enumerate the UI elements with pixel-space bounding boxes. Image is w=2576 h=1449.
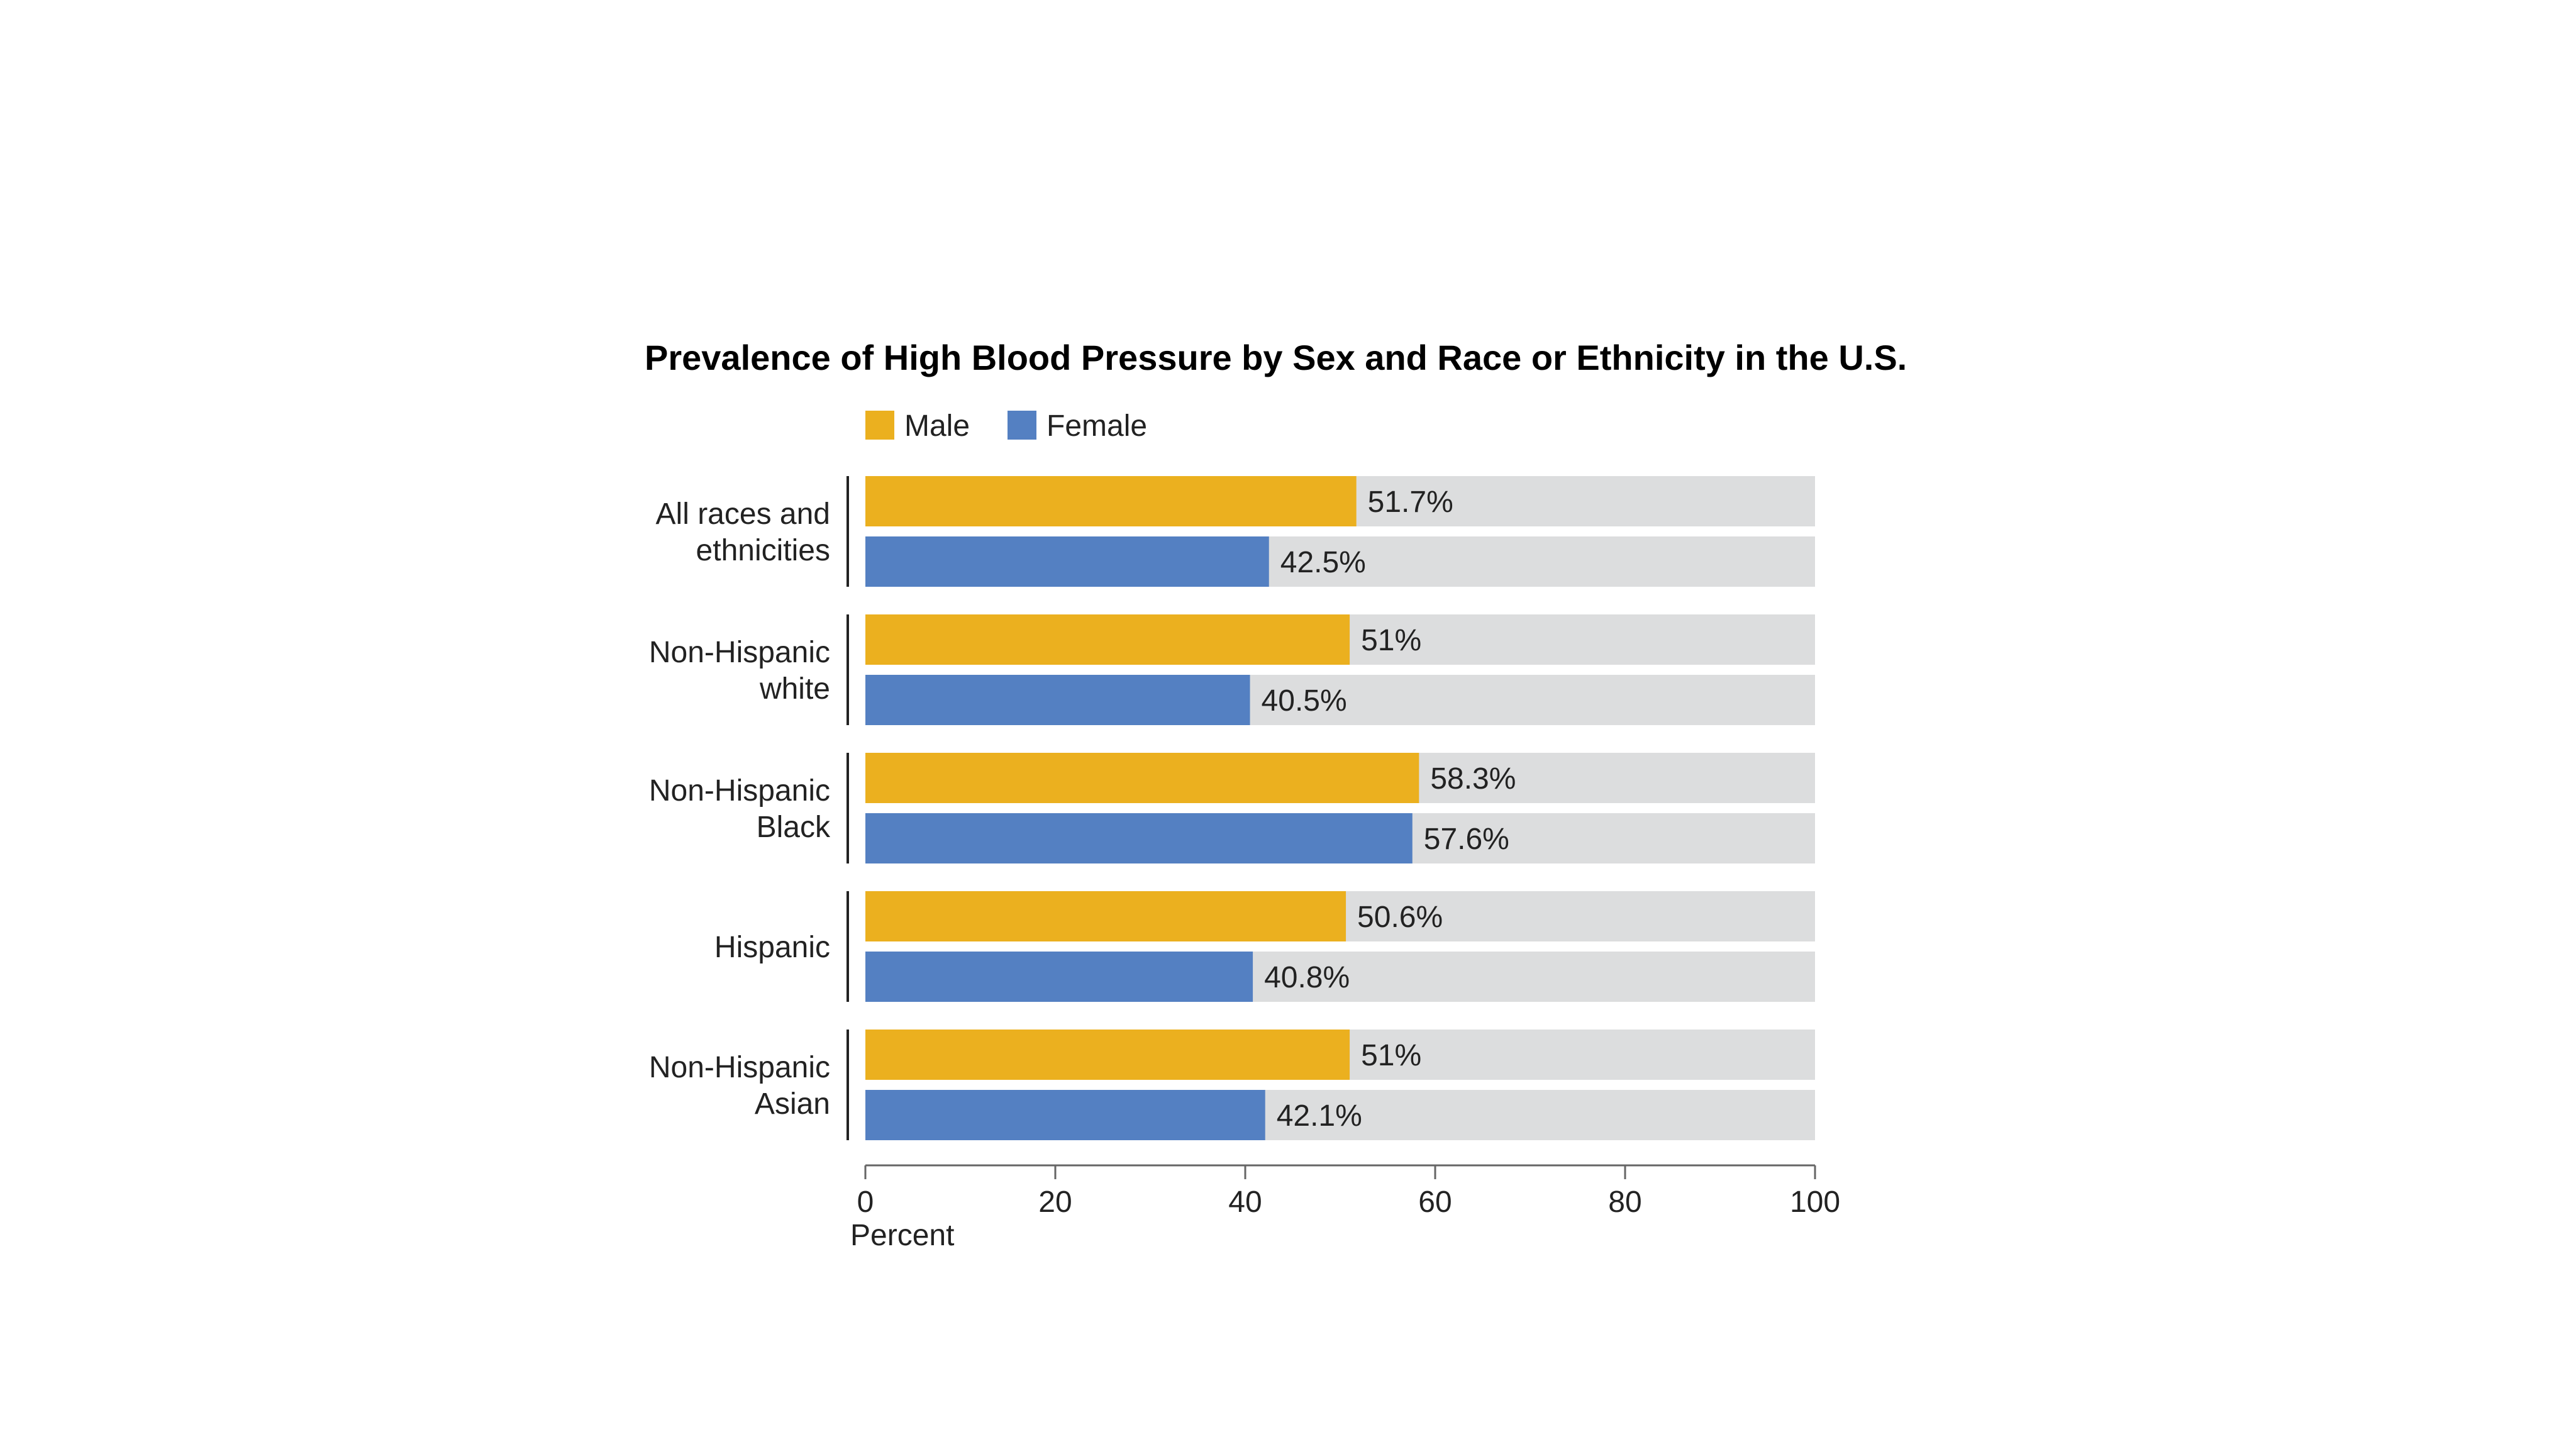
bar-male bbox=[865, 476, 1357, 526]
category-label: All races and ethnicities bbox=[656, 497, 830, 567]
legend-label-female: Female bbox=[1046, 409, 1147, 443]
bar-female bbox=[865, 675, 1250, 725]
data-label-female: 40.5% bbox=[1262, 684, 1347, 718]
category-labels: All races and ethnicities Non-Hispanic whit… bbox=[649, 476, 849, 1140]
category-label: Non-Hispanic Black bbox=[649, 774, 831, 844]
x-tick-label: 60 bbox=[1418, 1185, 1452, 1219]
legend-swatch-male bbox=[865, 411, 894, 440]
data-label-male: 51.7% bbox=[1368, 486, 1453, 519]
category-label: Non-Hispanic white bbox=[649, 636, 830, 706]
x-tick-label: 0 bbox=[857, 1185, 874, 1219]
x-tick-label: 20 bbox=[1038, 1185, 1072, 1219]
legend-swatch-female bbox=[1008, 411, 1036, 440]
data-label-female: 40.8% bbox=[1264, 961, 1350, 994]
legend-label-male: Male bbox=[904, 409, 970, 443]
bar-male bbox=[865, 614, 1350, 665]
data-label-female: 42.1% bbox=[1277, 1099, 1362, 1133]
x-tick-label: 40 bbox=[1228, 1185, 1262, 1219]
bar-male bbox=[865, 753, 1419, 803]
data-label-male: 51% bbox=[1361, 1039, 1421, 1072]
value-labels: 51.7%42.5% 51% 40.5% 58.3% 57.6% 50.6%40.8% 51… bbox=[1262, 486, 1516, 1133]
bar-female bbox=[865, 536, 1269, 587]
x-axis: 0 20 40 60 80 100 bbox=[857, 1164, 1840, 1219]
data-label-male: 50.6% bbox=[1357, 901, 1443, 934]
x-tick-label: 80 bbox=[1608, 1185, 1641, 1219]
bar-male bbox=[865, 891, 1346, 941]
category-label: Hispanic bbox=[714, 931, 830, 964]
bars bbox=[865, 476, 1419, 1140]
chart-title: Prevalence of High Blood Pressure by Sex… bbox=[645, 338, 1907, 377]
legend: Male Female bbox=[865, 409, 1147, 443]
data-label-female: 42.5% bbox=[1280, 546, 1366, 579]
bar-female bbox=[865, 813, 1413, 863]
data-label-male: 51% bbox=[1361, 624, 1421, 657]
bar-female bbox=[865, 952, 1253, 1002]
data-label-female: 57.6% bbox=[1424, 823, 1509, 856]
x-tick-label: 100 bbox=[1790, 1185, 1840, 1219]
x-axis-label: Percent bbox=[850, 1219, 954, 1252]
bar-female bbox=[865, 1090, 1265, 1140]
bar-male bbox=[865, 1030, 1350, 1080]
category-label: Non-Hispanic Asian bbox=[649, 1051, 830, 1121]
data-label-male: 58.3% bbox=[1430, 762, 1516, 796]
